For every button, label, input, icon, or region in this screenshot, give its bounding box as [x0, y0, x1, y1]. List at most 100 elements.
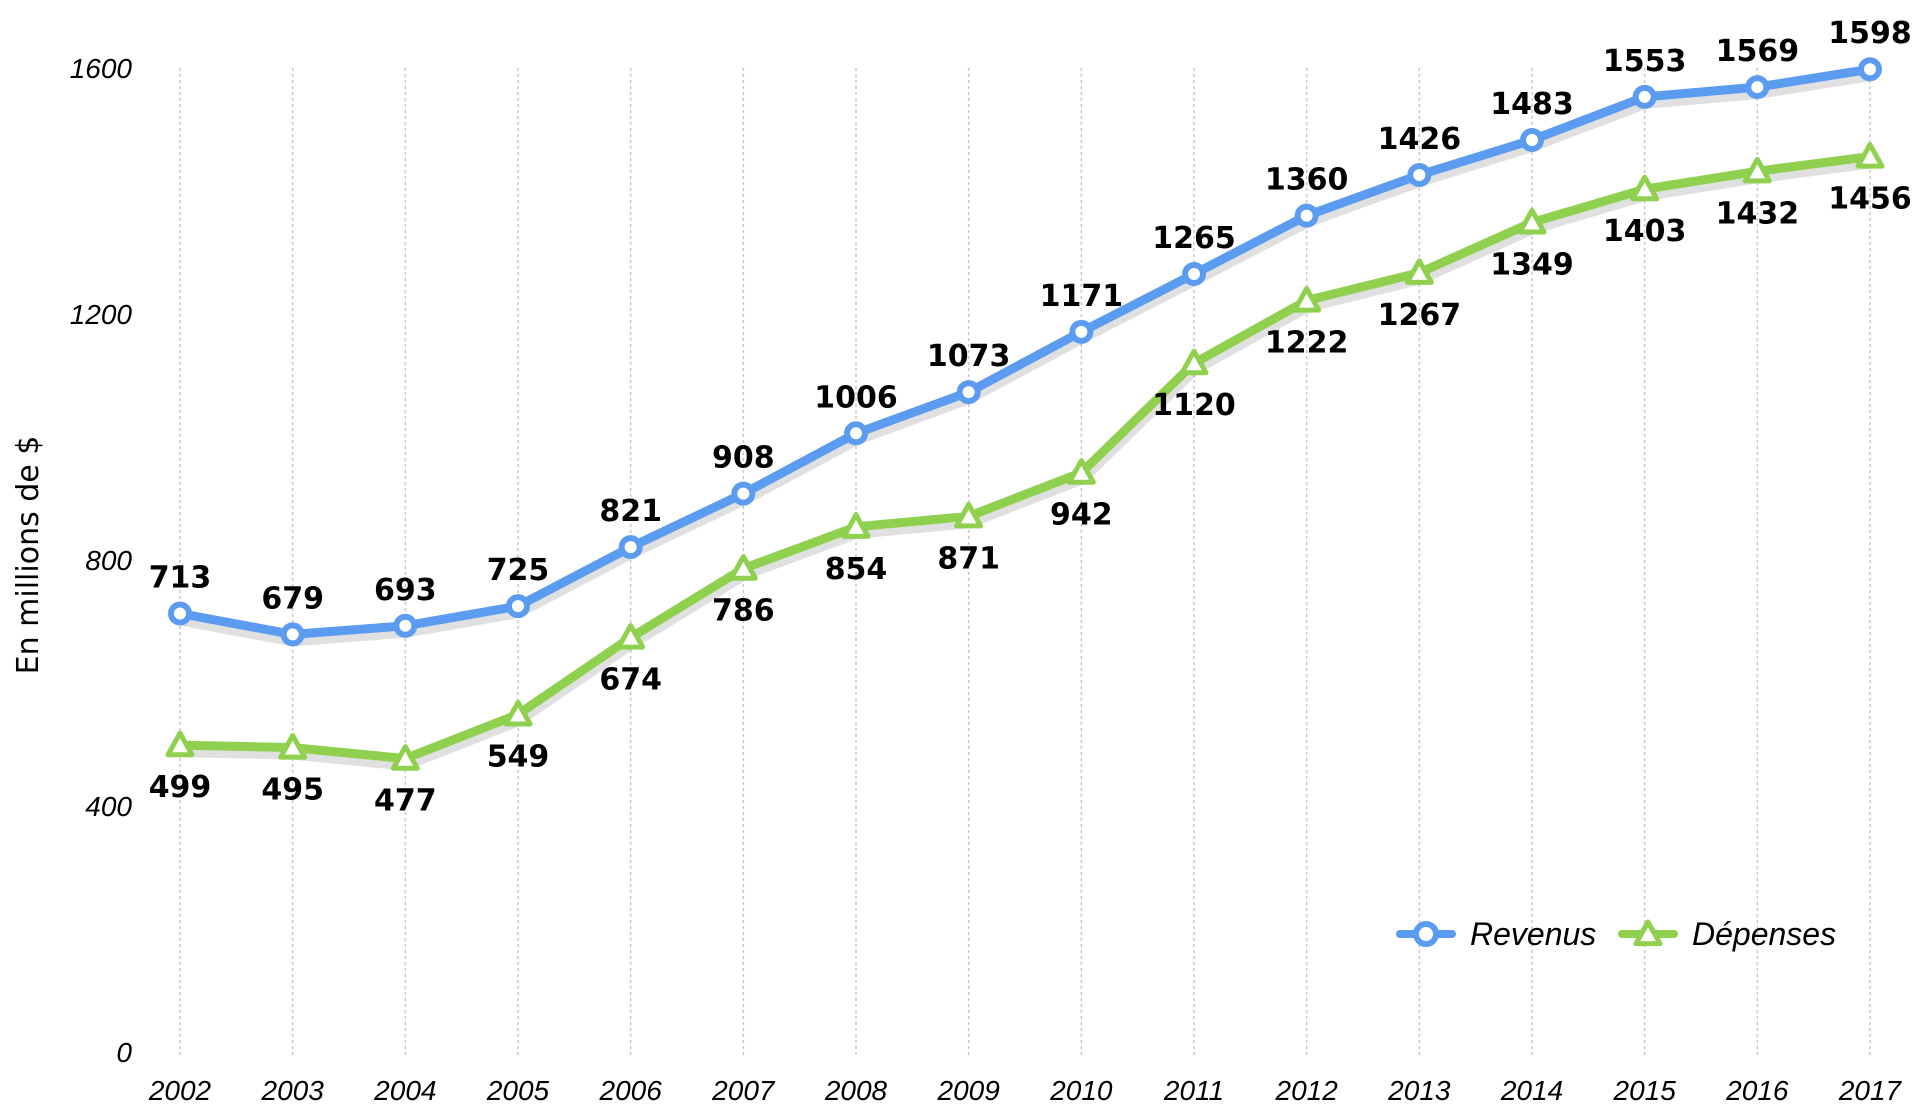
marker-revenus-2006	[618, 535, 643, 560]
marker-revenus-2004	[393, 613, 418, 638]
data-label-depenses-2002: 499	[149, 770, 212, 805]
marker-depenses-2016	[1742, 156, 1772, 184]
marker-revenus-2011	[1182, 262, 1206, 287]
marker-depenses-2007	[728, 554, 758, 581]
marker-revenus-2010	[1069, 319, 1094, 344]
series-shadow-revenus	[173, 67, 1877, 647]
data-label-revenus-2012: 1360	[1265, 163, 1349, 198]
marker-depenses-2009	[954, 501, 984, 529]
x-tick-label-2012: 2012	[1275, 1075, 1339, 1106]
data-label-depenses-2005: 549	[487, 739, 550, 774]
data-label-depenses-2011: 1120	[1152, 388, 1236, 423]
data-label-depenses-2003: 495	[261, 773, 324, 808]
data-label-depenses-2009: 871	[937, 541, 1000, 576]
marker-depenses-2017	[1855, 142, 1885, 169]
series-shadow-depenses	[173, 154, 1877, 771]
marker-revenus-2013	[1407, 163, 1432, 188]
marker-revenus-2014	[1520, 127, 1544, 152]
data-label-revenus-2014: 1483	[1490, 87, 1574, 122]
data-label-depenses-2004: 477	[374, 784, 437, 819]
y-tick-label-400: 400	[85, 791, 132, 822]
x-tick-label-2013: 2013	[1387, 1075, 1451, 1106]
data-label-depenses-2015: 1403	[1603, 214, 1687, 249]
x-tick-label-2005: 2005	[486, 1075, 550, 1106]
data-label-revenus-2006: 821	[599, 494, 662, 529]
x-tick-label-2008: 2008	[824, 1075, 888, 1106]
x-tick-label-2017: 2017	[1838, 1075, 1903, 1106]
marker-revenus-2002	[168, 601, 192, 626]
data-label-revenus-2009: 1073	[927, 339, 1011, 374]
marker-depenses-2004	[390, 744, 420, 771]
y-tick-label-0: 0	[116, 1037, 132, 1068]
x-tick-label-2002: 2002	[148, 1075, 212, 1106]
data-label-depenses-2014: 1349	[1490, 247, 1574, 282]
data-labels: 713 679 693 725 821 908 1006 1073 1171 1265 1360 14…	[149, 16, 1912, 818]
data-label-revenus-2005: 725	[487, 553, 550, 588]
marker-depenses-2008	[841, 512, 871, 539]
x-tick-label-2006: 2006	[599, 1075, 663, 1106]
y-tick-label-1200: 1200	[70, 299, 133, 330]
data-label-depenses-2013: 1267	[1378, 298, 1462, 333]
data-label-revenus-2010: 1171	[1040, 279, 1124, 314]
data-label-revenus-2002: 713	[149, 561, 212, 596]
data-label-revenus-2017: 1598	[1828, 16, 1912, 51]
series-line-depenses	[175, 152, 1875, 764]
marker-depenses-2006	[616, 622, 646, 650]
data-label-revenus-2015: 1553	[1603, 44, 1687, 79]
data-label-revenus-2016: 1569	[1716, 34, 1800, 69]
marker-depenses-2013	[1404, 258, 1434, 285]
y-tick-label-1600: 1600	[70, 53, 133, 84]
series-lines	[165, 57, 1885, 771]
marker-revenus-2007	[731, 481, 756, 506]
data-label-revenus-2004: 693	[374, 573, 437, 608]
data-label-depenses-2016: 1432	[1716, 196, 1800, 231]
x-tick-label-2014: 2014	[1500, 1075, 1563, 1106]
marker-revenus-2017	[1858, 57, 1882, 82]
x-tick-label-2003: 2003	[261, 1075, 325, 1106]
y-axis-title: En millions de $	[11, 436, 46, 675]
data-label-revenus-2003: 679	[261, 581, 324, 616]
marker-revenus-2012	[1294, 203, 1319, 228]
series-line-revenus	[175, 64, 1875, 639]
marker-depenses-2005	[503, 699, 533, 727]
data-label-revenus-2013: 1426	[1378, 122, 1462, 157]
data-label-revenus-2008: 1006	[814, 380, 898, 415]
marker-revenus-2003	[280, 622, 305, 647]
y-tick-label-800: 800	[85, 545, 132, 576]
x-tick-label-2016: 2016	[1725, 1075, 1789, 1106]
legend: Revenus Dépenses	[1396, 916, 1836, 952]
marker-depenses-2010	[1066, 458, 1096, 485]
x-tick-label-2015: 2015	[1613, 1075, 1677, 1106]
marker-depenses-2002	[165, 730, 195, 758]
legend-label-revenus: Revenus	[1470, 916, 1596, 952]
marker-depenses-2015	[1630, 174, 1660, 202]
y-axis: 0 400 800 1200 1600	[70, 53, 133, 1068]
data-label-depenses-2012: 1222	[1265, 325, 1349, 360]
x-tick-label-2004: 2004	[373, 1075, 436, 1106]
x-tick-label-2009: 2009	[937, 1075, 1000, 1106]
data-label-depenses-2006: 674	[599, 662, 662, 697]
x-axis: 2002 2003 2004 2005 2006 2007 2008 2009 2010 2011…	[148, 1075, 1903, 1106]
x-tick-label-2010: 2010	[1049, 1075, 1113, 1106]
legend-marker-depenses	[1633, 919, 1663, 947]
marker-depenses-2012	[1292, 285, 1322, 313]
legend-label-depenses: Dépenses	[1692, 916, 1836, 952]
data-label-depenses-2008: 854	[825, 552, 888, 587]
marker-depenses-2003	[278, 733, 308, 760]
data-label-revenus-2011: 1265	[1152, 221, 1236, 256]
x-tick-label-2011: 2011	[1163, 1075, 1224, 1106]
data-label-depenses-2017: 1456	[1828, 182, 1912, 217]
marker-depenses-2014	[1517, 207, 1547, 235]
marker-revenus-2008	[844, 421, 868, 446]
data-label-revenus-2007: 908	[712, 441, 775, 476]
marker-revenus-2016	[1745, 75, 1770, 100]
data-label-depenses-2007: 786	[712, 594, 775, 629]
x-tick-label-2007: 2007	[711, 1075, 776, 1106]
legend-marker-revenus	[1413, 921, 1439, 947]
marker-revenus-2009	[956, 380, 981, 405]
marker-depenses-2011	[1179, 348, 1209, 376]
data-label-depenses-2010: 942	[1050, 498, 1113, 533]
marker-revenus-2015	[1632, 84, 1657, 109]
